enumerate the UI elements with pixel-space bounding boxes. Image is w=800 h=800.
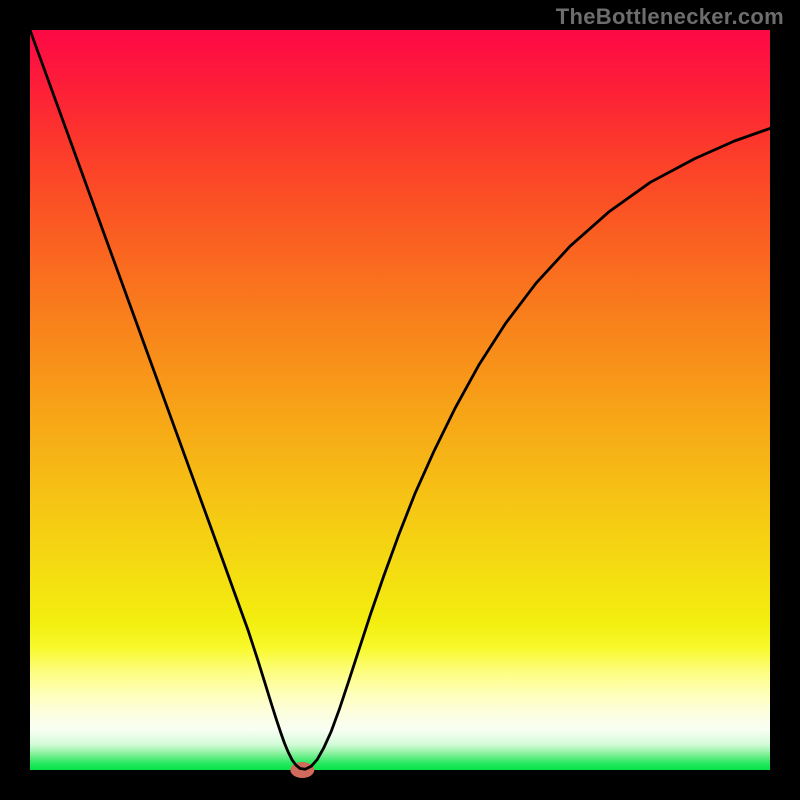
chart-stage: TheBottlenecker.com <box>0 0 800 800</box>
bottleneck-chart <box>0 0 800 800</box>
plot-background <box>30 30 770 770</box>
